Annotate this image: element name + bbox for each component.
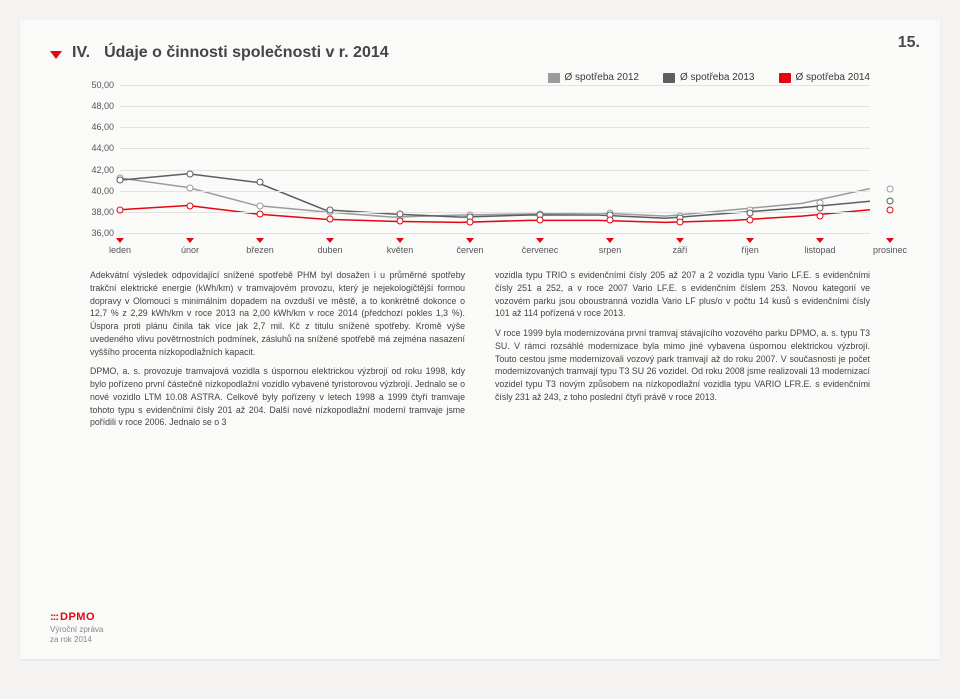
data-point xyxy=(327,206,334,213)
gridline xyxy=(120,233,870,234)
legend-swatch xyxy=(663,73,675,83)
legend-label: Ø spotřeba 2014 xyxy=(796,72,871,83)
x-axis-label: srpen xyxy=(599,245,622,255)
legend-swatch xyxy=(779,73,791,83)
x-tick-icon xyxy=(326,238,334,243)
x-tick-icon xyxy=(746,238,754,243)
paragraph: V roce 1999 byla modernizována první tra… xyxy=(495,327,870,404)
paragraph: Adekvátní výsledek odpovídající snížené … xyxy=(90,269,465,358)
x-tick-icon xyxy=(676,238,684,243)
heading-row: IV. Údaje o činnosti společnosti v r. 20… xyxy=(50,44,910,62)
data-point xyxy=(257,210,264,217)
data-point xyxy=(257,179,264,186)
x-axis-label: červen xyxy=(456,245,483,255)
page: 15. IV. Údaje o činnosti společnosti v r… xyxy=(20,20,940,659)
x-axis-label: duben xyxy=(317,245,342,255)
legend-swatch xyxy=(548,73,560,83)
x-tick-icon xyxy=(606,238,614,243)
y-axis-label: 36,00 xyxy=(82,228,114,238)
gridline xyxy=(120,170,870,171)
x-axis-label: listopad xyxy=(804,245,835,255)
x-axis-label: říjen xyxy=(741,245,759,255)
data-point xyxy=(257,202,264,209)
legend-label: Ø spotřeba 2013 xyxy=(680,72,755,83)
data-point xyxy=(887,198,894,205)
x-tick-icon xyxy=(116,238,124,243)
gridline xyxy=(120,148,870,149)
plot-area xyxy=(120,85,870,233)
data-point xyxy=(817,213,824,220)
x-axis-label: červenec xyxy=(522,245,559,255)
x-tick-icon xyxy=(466,238,474,243)
data-point xyxy=(887,185,894,192)
data-point xyxy=(817,204,824,211)
x-axis-label: leden xyxy=(109,245,131,255)
data-point xyxy=(397,218,404,225)
data-point xyxy=(397,210,404,217)
x-axis-label: březen xyxy=(246,245,274,255)
column-left: Adekvátní výsledek odpovídající snížené … xyxy=(90,269,465,436)
data-point xyxy=(607,217,614,224)
x-tick-icon xyxy=(256,238,264,243)
paragraph: DPMO, a. s. provozuje tramvajová vozidla… xyxy=(90,365,465,429)
data-point xyxy=(327,216,334,223)
y-axis-label: 40,00 xyxy=(82,186,114,196)
body-columns: Adekvátní výsledek odpovídající snížené … xyxy=(90,269,870,436)
x-tick-icon xyxy=(536,238,544,243)
logo-text: DPMO xyxy=(60,611,95,623)
data-point xyxy=(187,184,194,191)
column-right: vozidla typu TRIO s evidenčními čísly 20… xyxy=(495,269,870,436)
gridline xyxy=(120,106,870,107)
data-point xyxy=(187,170,194,177)
data-point xyxy=(187,202,194,209)
footer-line2: za rok 2014 xyxy=(50,635,92,644)
legend-item: Ø spotřeba 2014 xyxy=(779,72,871,83)
x-tick-icon xyxy=(396,238,404,243)
chart: Ø spotřeba 2012 Ø spotřeba 2013 Ø spotřeba… xyxy=(90,72,870,255)
legend-item: Ø spotřeba 2012 xyxy=(548,72,640,83)
x-axis-label: únor xyxy=(181,245,199,255)
paragraph: vozidla typu TRIO s evidenčními čísly 20… xyxy=(495,269,870,320)
legend-item: Ø spotřeba 2013 xyxy=(663,72,755,83)
logo: ::: DPMO xyxy=(50,611,103,623)
gridline xyxy=(120,127,870,128)
y-axis-label: 48,00 xyxy=(82,101,114,111)
data-point xyxy=(747,209,754,216)
x-axis-label: prosinec xyxy=(873,245,907,255)
legend-label: Ø spotřeba 2012 xyxy=(565,72,640,83)
chart-legend: Ø spotřeba 2012 Ø spotřeba 2013 Ø spotřeba… xyxy=(90,72,870,83)
gridline xyxy=(120,212,870,213)
footer-text: Výroční zpráva za rok 2014 xyxy=(50,625,103,645)
x-axis-label: květen xyxy=(387,245,414,255)
footer: ::: DPMO Výroční zpráva za rok 2014 xyxy=(50,611,103,645)
page-number: 15. xyxy=(898,34,920,52)
data-point xyxy=(117,206,124,213)
data-point xyxy=(677,219,684,226)
y-axis-label: 42,00 xyxy=(82,165,114,175)
x-tick-icon xyxy=(816,238,824,243)
x-tick-icon xyxy=(886,238,894,243)
y-axis-label: 46,00 xyxy=(82,122,114,132)
gridline xyxy=(120,85,870,86)
data-point xyxy=(467,219,474,226)
x-axis-label: září xyxy=(672,245,687,255)
section-number: IV. xyxy=(72,44,90,62)
page-title: Údaje o činnosti společnosti v r. 2014 xyxy=(104,44,389,62)
chart-lines xyxy=(120,85,870,233)
footer-line1: Výroční zpráva xyxy=(50,625,103,634)
logo-hash-icon: ::: xyxy=(50,611,58,623)
chart-plot: 50,0048,0046,0044,0042,0040,0038,0036,00… xyxy=(90,85,870,255)
x-tick-icon xyxy=(186,238,194,243)
y-axis-label: 50,00 xyxy=(82,80,114,90)
y-axis-label: 44,00 xyxy=(82,143,114,153)
gridline xyxy=(120,191,870,192)
data-point xyxy=(537,217,544,224)
data-point xyxy=(887,206,894,213)
data-point xyxy=(747,217,754,224)
data-point xyxy=(117,177,124,184)
y-axis-label: 38,00 xyxy=(82,207,114,217)
triangle-icon xyxy=(50,51,62,59)
